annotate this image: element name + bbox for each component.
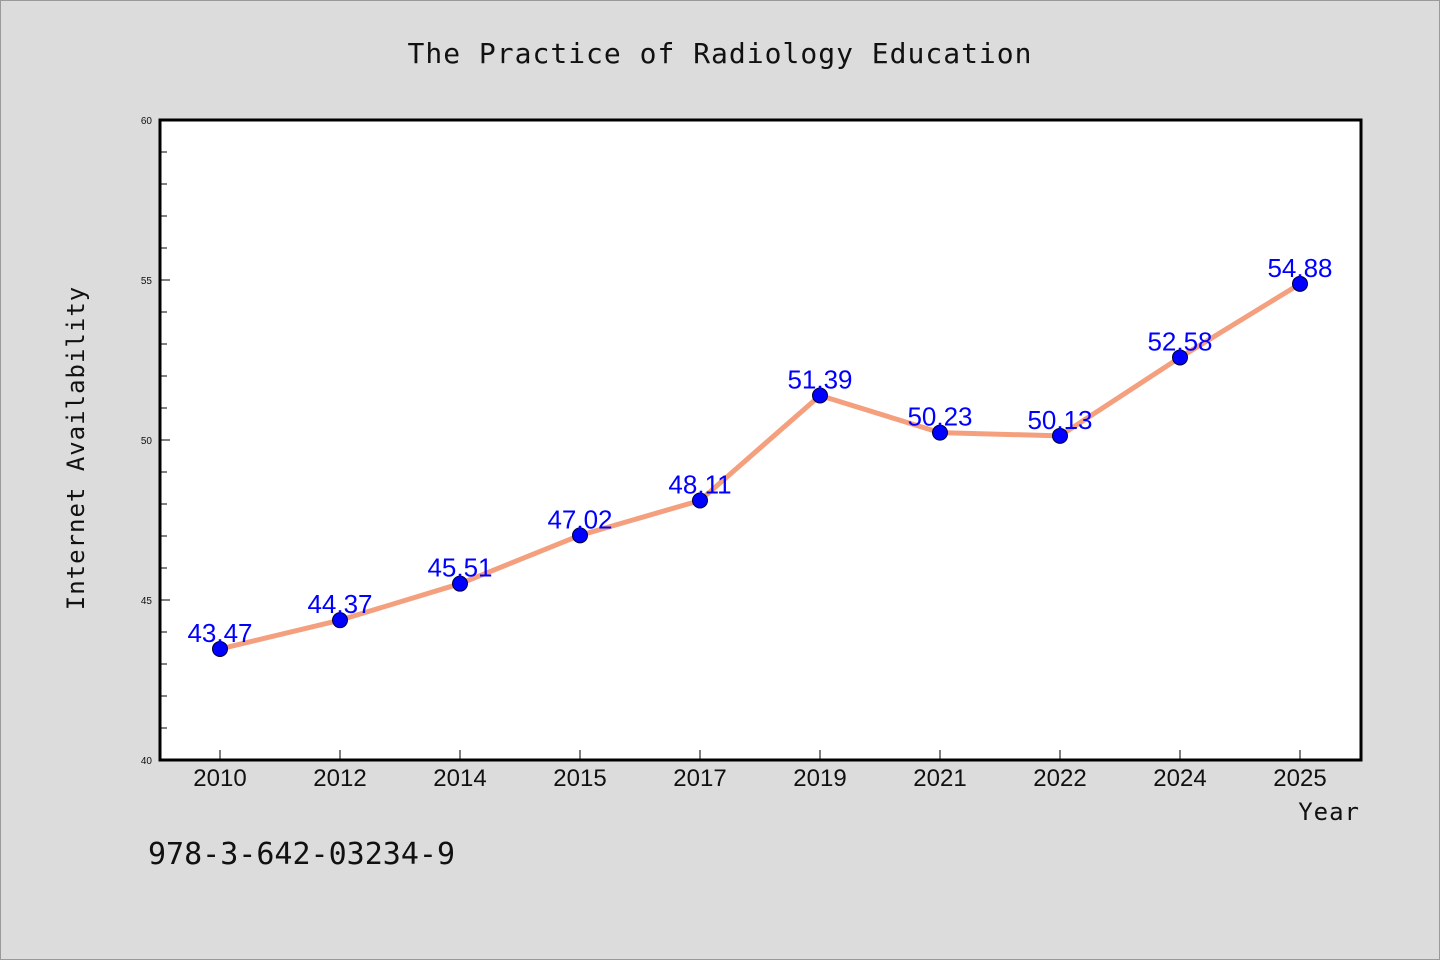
series-line (217, 281, 1303, 652)
data-label: 47.02 (547, 504, 612, 534)
data-point (332, 612, 348, 629)
data-point (452, 575, 468, 592)
x-tick-label: 2021 (913, 765, 966, 792)
x-tick-label: 2017 (673, 765, 726, 792)
x-tick-label: 2012 (313, 765, 366, 792)
y-tick-label: 60 (141, 116, 153, 127)
data-label: 52.58 (1147, 326, 1212, 356)
data-point (1172, 349, 1188, 366)
data-label: 54.88 (1267, 253, 1332, 283)
y-tick-label: 40 (141, 756, 153, 767)
data-markers (212, 275, 1308, 657)
data-point (572, 527, 588, 544)
data-label: 50.23 (907, 402, 972, 432)
x-axis-label: Year (1298, 798, 1360, 826)
data-label: 51.39 (787, 365, 852, 395)
y-tick-label: 55 (141, 276, 153, 287)
data-label: 45.51 (427, 553, 492, 583)
footnote-isbn: 978-3-642-03234-9 (148, 837, 455, 872)
y-tick-label: 50 (141, 436, 153, 447)
data-label: 50.13 (1027, 405, 1092, 435)
y-tick-label: 45 (141, 596, 153, 607)
data-label: 43.47 (187, 618, 252, 648)
y-axis-label: Internet Availability (62, 286, 90, 610)
plot-border (158, 118, 1363, 762)
data-label: 48.11 (668, 469, 731, 499)
data-point (692, 492, 708, 509)
x-tick-label: 2019 (793, 765, 846, 792)
data-point (1292, 275, 1308, 292)
plot-area (160, 120, 1361, 760)
data-point (812, 387, 828, 404)
x-tick-label: 2014 (433, 765, 486, 792)
x-tick-label: 2025 (1273, 765, 1326, 792)
data-point (212, 640, 228, 657)
x-axis: 2010 2012 2014 2015 2017 2019 2021 2022 2024 2025 (193, 750, 1327, 792)
x-tick-label: 2022 (1033, 765, 1086, 792)
data-label: 44.37 (307, 589, 372, 619)
data-point (932, 424, 948, 441)
x-tick-label: 2010 (193, 765, 246, 792)
data-point (1052, 427, 1068, 444)
x-tick-label: 2015 (553, 765, 606, 792)
chart-title: The Practice of Radiology Education (407, 37, 1032, 70)
data-labels: 43.47 44.37 45.51 47.02 48.11 51.39 50.23 50.13… (187, 253, 1332, 648)
x-tick-label: 2024 (1153, 765, 1206, 792)
